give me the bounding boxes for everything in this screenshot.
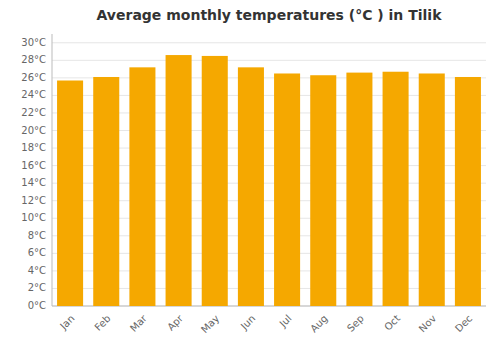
- y-axis-labels: 0°C 2°C 4°C 6°C 8°C 10°C 12°C 14°C 16°C 18°C 20°C 2…: [21, 37, 46, 311]
- y-tick-label: 26°C: [21, 72, 46, 83]
- y-tick-label: 12°C: [21, 195, 46, 206]
- grid-line: [52, 60, 486, 61]
- x-tick-label: Sep: [345, 313, 366, 334]
- x-tick-label: Mar: [128, 312, 150, 334]
- bar: [455, 77, 481, 306]
- y-tick-label: 28°C: [21, 54, 46, 65]
- bar: [166, 55, 192, 306]
- y-tick-label: 6°C: [28, 247, 46, 258]
- bar: [129, 67, 155, 306]
- bar: [419, 73, 445, 306]
- y-tick-label: 22°C: [21, 107, 46, 118]
- x-tick-label: Jan: [57, 313, 76, 332]
- bars: [57, 55, 481, 306]
- bar: [202, 56, 228, 306]
- x-tick-label: Apr: [165, 312, 186, 333]
- chart: 0°C 2°C 4°C 6°C 8°C 10°C 12°C 14°C 16°C 18°C 20°C 2…: [0, 0, 500, 350]
- x-tick-label: Feb: [92, 313, 112, 333]
- y-tick-label: 0°C: [28, 300, 46, 311]
- bar: [310, 75, 336, 306]
- y-tick-label: 4°C: [28, 265, 46, 276]
- page: {"chart_data": {"type": "bar", "title": …: [0, 0, 500, 350]
- bar: [383, 72, 409, 306]
- bar: [57, 81, 83, 306]
- y-tick-label: 20°C: [21, 125, 46, 136]
- x-tick-label: Dec: [453, 313, 474, 334]
- bar: [238, 67, 264, 306]
- y-tick-label: 30°C: [21, 37, 46, 48]
- y-axis-line: [52, 34, 53, 306]
- y-tick-label: 8°C: [28, 230, 46, 241]
- x-axis-labels: Jan Feb Mar Apr May Jun Jul Aug Sep Oct Nov Dec: [57, 312, 474, 335]
- x-tick-label: Jun: [238, 313, 258, 333]
- x-tick-label: Oct: [382, 313, 402, 333]
- y-tick-label: 18°C: [21, 142, 46, 153]
- title: Average monthly temperatures (°C ) in Ti…: [97, 7, 443, 23]
- x-tick-label: May: [199, 313, 221, 335]
- y-tick-label: 16°C: [21, 160, 46, 171]
- bar: [93, 77, 119, 306]
- y-tick-label: 10°C: [21, 212, 46, 223]
- grid: [52, 43, 486, 306]
- bar: [346, 73, 372, 306]
- bar: [274, 73, 300, 306]
- grid-line: [52, 42, 486, 43]
- x-tick-label: Aug: [308, 313, 330, 335]
- x-tick-label: Jul: [277, 313, 294, 330]
- y-tick-label: 24°C: [21, 89, 46, 100]
- y-tick-label: 14°C: [21, 177, 46, 188]
- x-tick-label: Nov: [417, 313, 439, 335]
- y-tick-label: 2°C: [28, 282, 46, 293]
